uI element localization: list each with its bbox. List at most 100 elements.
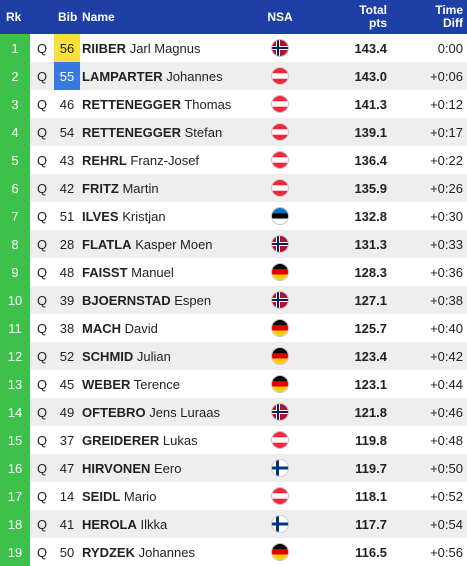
last-name: SEIDL (82, 488, 121, 504)
first-name: Eero (154, 460, 182, 476)
last-name: RYDZEK (82, 544, 135, 560)
total-points: 128.3 (354, 264, 387, 280)
table-row[interactable]: 9 Q 48 FAISST Manuel 128.3 +0:36 (0, 258, 467, 286)
bib-cell: 14 (59, 488, 75, 504)
time-diff: +0:48 (430, 432, 463, 448)
rank-cell: 9 (0, 258, 30, 286)
bib-cell: 38 (59, 320, 75, 336)
germany-flag-icon (271, 263, 289, 281)
nsa-cell (258, 482, 302, 510)
total-points: 123.4 (354, 348, 387, 364)
rank-cell: 4 (0, 118, 30, 146)
nsa-cell (258, 342, 302, 370)
last-name: SCHMID (82, 348, 134, 364)
qualified-marker: Q (36, 376, 48, 392)
last-name: ILVES (82, 208, 119, 224)
table-row[interactable]: 2 Q 55 LAMPARTER Johannes 143.0 +0:06 (0, 62, 467, 90)
table-row[interactable]: 11 Q 38 MACH David 125.7 +0:40 (0, 314, 467, 342)
athlete-name[interactable]: GREIDERER Lukas (80, 426, 258, 454)
austria-flag-icon (271, 67, 289, 85)
header-name[interactable]: Name (82, 10, 115, 24)
total-points: 117.7 (355, 516, 387, 532)
table-row[interactable]: 13 Q 45 WEBER Terence 123.1 +0:44 (0, 370, 467, 398)
total-points: 132.8 (354, 208, 387, 224)
athlete-name[interactable]: ILVES Kristjan (80, 202, 258, 230)
athlete-name[interactable]: FLATLA Kasper Moen (80, 230, 258, 258)
athlete-name[interactable]: SCHMID Julian (80, 342, 258, 370)
bib-cell: 47 (59, 460, 75, 476)
qualified-marker: Q (36, 348, 48, 364)
time-diff: 0:00 (437, 40, 463, 56)
qualified-marker: Q (36, 544, 48, 560)
athlete-name[interactable]: MACH David (80, 314, 258, 342)
table-row[interactable]: 18 Q 41 HEROLA Ilkka 117.7 +0:54 (0, 510, 467, 538)
table-row[interactable]: 12 Q 52 SCHMID Julian 123.4 +0:42 (0, 342, 467, 370)
rank-cell: 2 (0, 62, 30, 90)
table-row[interactable]: 1 Q 56 RIIBER Jarl Magnus 143.4 0:00 (0, 34, 467, 62)
austria-flag-icon (271, 431, 289, 449)
rank-cell: 6 (0, 174, 30, 202)
header-bib[interactable]: Bib (58, 10, 78, 24)
time-diff: +0:06 (430, 68, 463, 84)
table-row[interactable]: 8 Q 28 FLATLA Kasper Moen 131.3 +0:33 (0, 230, 467, 258)
results-body: 1 Q 56 RIIBER Jarl Magnus 143.4 0:00 2 Q 55 LAMPA… (0, 34, 467, 566)
nsa-cell (258, 258, 302, 286)
time-diff: +0:46 (430, 404, 463, 420)
total-points: 119.7 (355, 460, 387, 476)
table-row[interactable]: 6 Q 42 FRITZ Martin 135.9 +0:26 (0, 174, 467, 202)
athlete-name[interactable]: RIIBER Jarl Magnus (80, 34, 258, 62)
first-name: Jens Luraas (149, 404, 221, 420)
athlete-name[interactable]: RYDZEK Johannes (80, 538, 258, 566)
bib-cell: 49 (59, 404, 75, 420)
bib-cell: 42 (59, 180, 75, 196)
last-name: GREIDERER (82, 432, 160, 448)
first-name: Ilkka (140, 516, 168, 532)
first-name: Espen (174, 292, 212, 308)
athlete-name[interactable]: FRITZ Martin (80, 174, 258, 202)
nsa-cell (258, 230, 302, 258)
first-name: David (124, 320, 158, 336)
table-row[interactable]: 16 Q 47 HIRVONEN Eero 119.7 +0:50 (0, 454, 467, 482)
table-row[interactable]: 10 Q 39 BJOERNSTAD Espen 127.1 +0:38 (0, 286, 467, 314)
table-row[interactable]: 15 Q 37 GREIDERER Lukas 119.8 +0:48 (0, 426, 467, 454)
bib-cell: 50 (59, 544, 75, 560)
table-row[interactable]: 3 Q 46 RETTENEGGER Thomas 141.3 +0:12 (0, 90, 467, 118)
estonia-flag-icon (271, 207, 289, 225)
athlete-name[interactable]: REHRL Franz-Josef (80, 146, 258, 174)
time-diff: +0:40 (430, 320, 463, 336)
qualified-marker: Q (36, 488, 48, 504)
table-row[interactable]: 7 Q 51 ILVES Kristjan 132.8 +0:30 (0, 202, 467, 230)
header-time-diff[interactable]: Time Diff (391, 0, 467, 34)
header-nsa[interactable]: NSA (267, 10, 293, 24)
table-row[interactable]: 4 Q 54 RETTENEGGER Stefan 139.1 +0:17 (0, 118, 467, 146)
qualified-marker: Q (36, 124, 48, 140)
table-row[interactable]: 14 Q 49 OFTEBRO Jens Luraas 121.8 +0:46 (0, 398, 467, 426)
nsa-cell (258, 398, 302, 426)
header-rank[interactable]: Rk (6, 10, 22, 24)
athlete-name[interactable]: OFTEBRO Jens Luraas (80, 398, 258, 426)
total-points: 136.4 (354, 152, 387, 168)
time-diff: +0:26 (430, 180, 463, 196)
table-row[interactable]: 19 Q 50 RYDZEK Johannes 116.5 +0:56 (0, 538, 467, 566)
total-points: 116.5 (355, 544, 387, 560)
athlete-name[interactable]: LAMPARTER Johannes (80, 62, 258, 90)
bib-cell: 46 (59, 96, 75, 112)
athlete-name[interactable]: RETTENEGGER Thomas (80, 90, 258, 118)
bib-cell: 41 (59, 516, 75, 532)
rank-cell: 15 (0, 426, 30, 454)
bib-cell: 28 (59, 236, 75, 252)
athlete-name[interactable]: HIRVONEN Eero (80, 454, 258, 482)
athlete-name[interactable]: HEROLA Ilkka (80, 510, 258, 538)
last-name: RETTENEGGER (82, 96, 181, 112)
table-row[interactable]: 17 Q 14 SEIDL Mario 118.1 +0:52 (0, 482, 467, 510)
last-name: RIIBER (82, 40, 127, 56)
athlete-name[interactable]: FAISST Manuel (80, 258, 258, 286)
first-name: Terence (133, 376, 181, 392)
athlete-name[interactable]: SEIDL Mario (80, 482, 258, 510)
austria-flag-icon (271, 151, 289, 169)
athlete-name[interactable]: BJOERNSTAD Espen (80, 286, 258, 314)
header-total-pts[interactable]: Total pts (302, 0, 391, 34)
athlete-name[interactable]: WEBER Terence (80, 370, 258, 398)
table-row[interactable]: 5 Q 43 REHRL Franz-Josef 136.4 +0:22 (0, 146, 467, 174)
athlete-name[interactable]: RETTENEGGER Stefan (80, 118, 258, 146)
